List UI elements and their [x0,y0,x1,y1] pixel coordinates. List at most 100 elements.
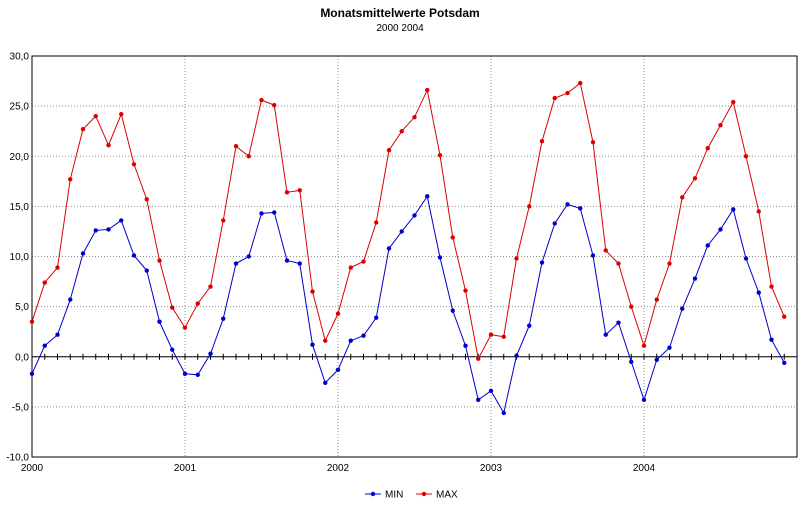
data-point-max [310,289,315,294]
data-point-max [527,204,532,209]
legend-label-max: MAX [436,490,458,501]
data-point-max [680,195,685,200]
data-point-min [68,297,73,302]
data-point-min [641,397,647,403]
y-tick-label: 30,0 [10,52,30,63]
y-tick-label: -5,0 [12,402,30,413]
plot-border [31,55,798,458]
data-point-min [80,251,86,256]
data-point-max [488,332,494,337]
data-point-max [667,261,672,266]
data-point-max [259,97,264,103]
grid [32,55,797,458]
data-point-min [144,268,149,273]
data-point-max [208,284,213,289]
data-point-min [488,388,494,394]
data-point-max [514,256,519,261]
data-point-max [144,197,149,202]
data-point-min [246,254,251,259]
data-point-min [335,367,341,372]
data-point-max [590,140,596,145]
data-point-max [412,114,417,120]
data-point-max [629,304,634,309]
data-point-min [221,316,226,321]
data-point-max [233,144,239,149]
y-tick-label: 0,0 [15,352,29,363]
data-point-min [284,258,290,263]
data-point-max [119,111,124,117]
data-point-max [654,297,659,302]
data-point-max [450,235,455,240]
data-point-max [425,87,430,93]
data-point-max [68,177,73,182]
data-point-max [641,343,647,348]
data-point-min [654,357,659,362]
series-line-max [31,82,785,361]
data-point-min [590,253,596,258]
data-point-max [361,259,366,264]
data-point-min [731,207,736,212]
data-point-max [539,139,545,144]
data-point-max [157,258,162,263]
data-point-max [603,248,608,253]
data-point-min [743,256,749,261]
data-point-max [221,218,226,223]
data-point-min [323,380,328,386]
data-point-min [437,255,443,260]
data-point-min [42,343,47,348]
data-point-max [93,113,98,119]
data-point-max [284,190,290,195]
legend-marker-min [370,491,376,497]
data-point-min [692,276,698,281]
data-point-min [55,332,60,337]
data-point-max [578,80,583,86]
data-point-min [527,323,532,328]
data-point-max [463,288,468,293]
data-point-min [106,227,111,232]
data-point-max [616,261,621,266]
data-point-min [514,353,519,358]
data-point-max [106,143,111,148]
data-point-max [272,102,277,108]
y-tick-label: 10,0 [10,252,30,263]
data-point-min [705,243,710,248]
series-line-min [31,195,785,415]
data-point-max [80,126,86,132]
legend: MIN MAX [365,490,458,501]
data-point-min [539,260,545,265]
data-point-max [501,334,506,339]
data-point-min [718,227,723,232]
data-point-max [743,154,749,159]
x-tick-label: 2004 [633,463,656,474]
data-point-min [603,332,608,337]
data-point-min [425,194,430,199]
data-point-min [233,261,239,266]
legend-marker-max [421,491,427,497]
data-point-max [399,128,404,134]
data-point-min [476,397,481,403]
data-point-min [565,202,570,207]
data-point-min [667,345,672,350]
y-tick-label: 5,0 [15,302,29,313]
x-tick-label: 2001 [174,463,197,474]
data-point-min [361,333,366,338]
data-point-min [170,347,175,352]
data-point-min [552,221,557,226]
data-point-min [374,315,379,320]
data-point-max [29,319,35,324]
data-point-min [195,372,200,377]
data-point-min [29,371,35,376]
data-point-max [335,311,341,316]
data-point-max [437,153,443,158]
x-tick-label: 2000 [21,463,44,474]
data-point-min [616,320,621,325]
data-point-max [552,95,557,101]
data-point-min [119,218,124,223]
data-point-max [195,301,200,306]
data-point-min [463,343,468,348]
series-layer [29,80,787,416]
data-point-min [310,342,315,347]
data-point-max [756,209,761,214]
data-point-min [182,371,188,376]
